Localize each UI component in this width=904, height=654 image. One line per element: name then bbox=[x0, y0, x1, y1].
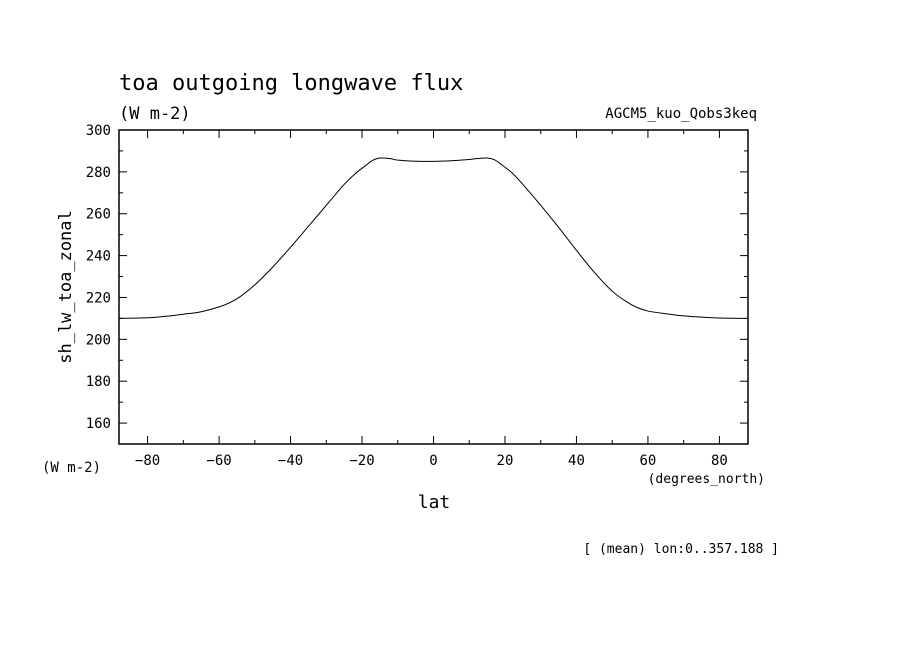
y-tick-label: 160 bbox=[86, 416, 111, 432]
experiment-label: AGCM5_kuo_Qobs3keq bbox=[605, 106, 757, 122]
y-tick-labels: 160 180 200 220 240 260 280 300 bbox=[86, 123, 111, 432]
chart-subtitle: (W m-2) bbox=[119, 104, 191, 124]
chart-title: toa outgoing longwave flux bbox=[119, 71, 463, 96]
x-tick-label: 60 bbox=[640, 453, 657, 469]
series-line bbox=[118, 157, 749, 319]
y-axis-unit: (W m-2) bbox=[42, 460, 101, 476]
averaging-note: [ (mean) lon:0..357.188 ] bbox=[583, 542, 779, 557]
y-tick-label: 260 bbox=[86, 207, 111, 223]
axis-ticks bbox=[119, 129, 748, 445]
x-tick-label: −20 bbox=[349, 453, 374, 469]
y-tick-label: 280 bbox=[86, 165, 111, 181]
x-axis-unit: (degrees_north) bbox=[648, 472, 765, 487]
x-tick-labels: −80 −60 −40 −20 0 20 40 60 80 bbox=[135, 453, 728, 469]
y-axis-label: sh_lw_toa_zonal bbox=[56, 210, 76, 364]
x-tick-label: −80 bbox=[135, 453, 160, 469]
plot-frame bbox=[118, 129, 749, 445]
x-axis-label: lat bbox=[418, 492, 451, 513]
y-tick-label: 180 bbox=[86, 374, 111, 390]
x-tick-label: −60 bbox=[206, 453, 231, 469]
y-tick-label: 240 bbox=[86, 249, 111, 265]
y-tick-label: 300 bbox=[86, 123, 111, 139]
x-tick-label: −40 bbox=[278, 453, 303, 469]
x-tick-label: 0 bbox=[429, 453, 437, 469]
y-tick-label: 220 bbox=[86, 290, 111, 306]
x-tick-label: 20 bbox=[497, 453, 514, 469]
x-tick-label: 40 bbox=[568, 453, 585, 469]
x-tick-label: 80 bbox=[711, 453, 728, 469]
y-tick-label: 200 bbox=[86, 332, 111, 348]
